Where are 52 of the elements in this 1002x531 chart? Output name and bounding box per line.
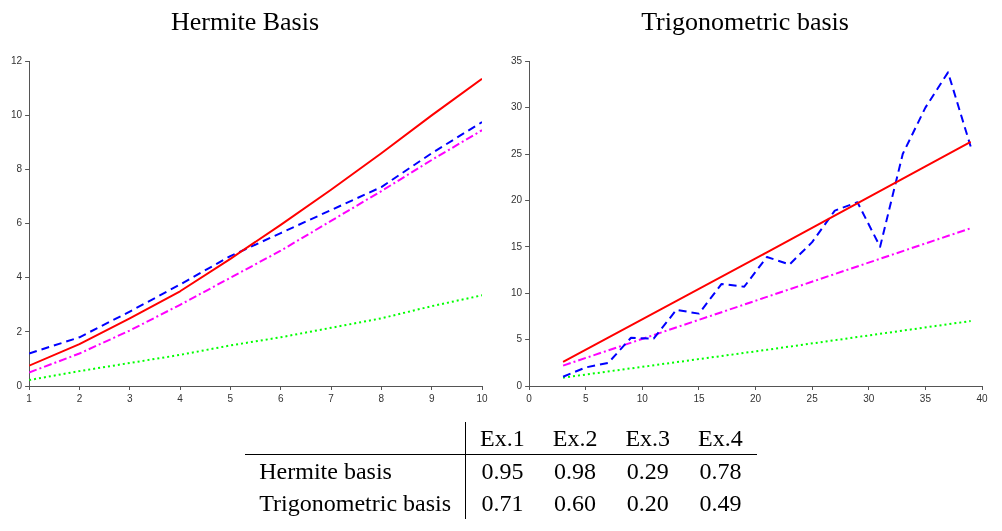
y-tick-label: 25 [511,147,523,159]
y-tick-label: 2 [16,325,23,337]
text: 0.29 [626,458,669,484]
x-tick-label: 40 [976,392,988,404]
x-tick-label: 10 [476,392,488,404]
category-label: Ex.4 [684,422,757,455]
y-tick-label: 30 [511,101,523,113]
x-tick-label: 6 [277,392,284,404]
x-tick-label: 5 [582,392,589,404]
text: 0.60 [554,490,597,516]
y-tick-label: 10 [11,109,23,121]
x-tick-label: 9 [428,392,435,404]
x-tick-label: 2 [76,392,83,404]
x-tick-label: 25 [806,392,819,404]
y-tick-label: 12 [11,54,23,66]
category-label: Trigonometric basis [259,490,452,516]
text: 0.78 [699,458,742,484]
x-tick-label: 35 [919,392,932,404]
y-tick-label: 0 [16,379,23,391]
x-tick-label: 5 [227,392,234,404]
y-tick-label: 20 [511,194,523,206]
y-tick-label: 8 [16,163,23,175]
x-tick-label: 15 [693,392,705,404]
x-tick-label: 30 [863,392,875,404]
y-tick-label: 0 [516,379,523,391]
category-label: Ex.3 [611,422,685,455]
chart-title: Hermite Basis [170,7,320,37]
y-tick-label: 35 [511,54,523,66]
y-tick-label: 6 [16,217,23,229]
x-tick-label: 20 [750,392,762,404]
text: 0.98 [554,458,597,484]
text: 0.71 [481,490,524,516]
y-tick-label: 4 [16,271,23,283]
category-label: Ex.2 [538,422,612,455]
x-tick-label: 4 [177,392,184,404]
y-tick-label: 15 [511,240,523,252]
x-tick-label: 1 [26,392,33,404]
category-label: Ex.1 [465,422,539,455]
chart-title: Trigonometric basis [641,7,849,37]
x-tick-label: 3 [126,392,133,404]
y-tick-label: 5 [516,333,523,345]
text: 0.95 [481,458,524,484]
category-label: Hermite basis [259,458,392,484]
x-tick-label: 7 [328,392,335,404]
y-tick-label: 10 [511,286,523,298]
text: 0.20 [626,490,669,516]
text: 0.49 [699,490,742,516]
line-series [29,294,482,382]
line-series [562,71,972,378]
x-tick-label: 10 [636,392,649,404]
x-tick-label: 8 [378,392,385,404]
x-tick-label: 0 [526,392,533,404]
